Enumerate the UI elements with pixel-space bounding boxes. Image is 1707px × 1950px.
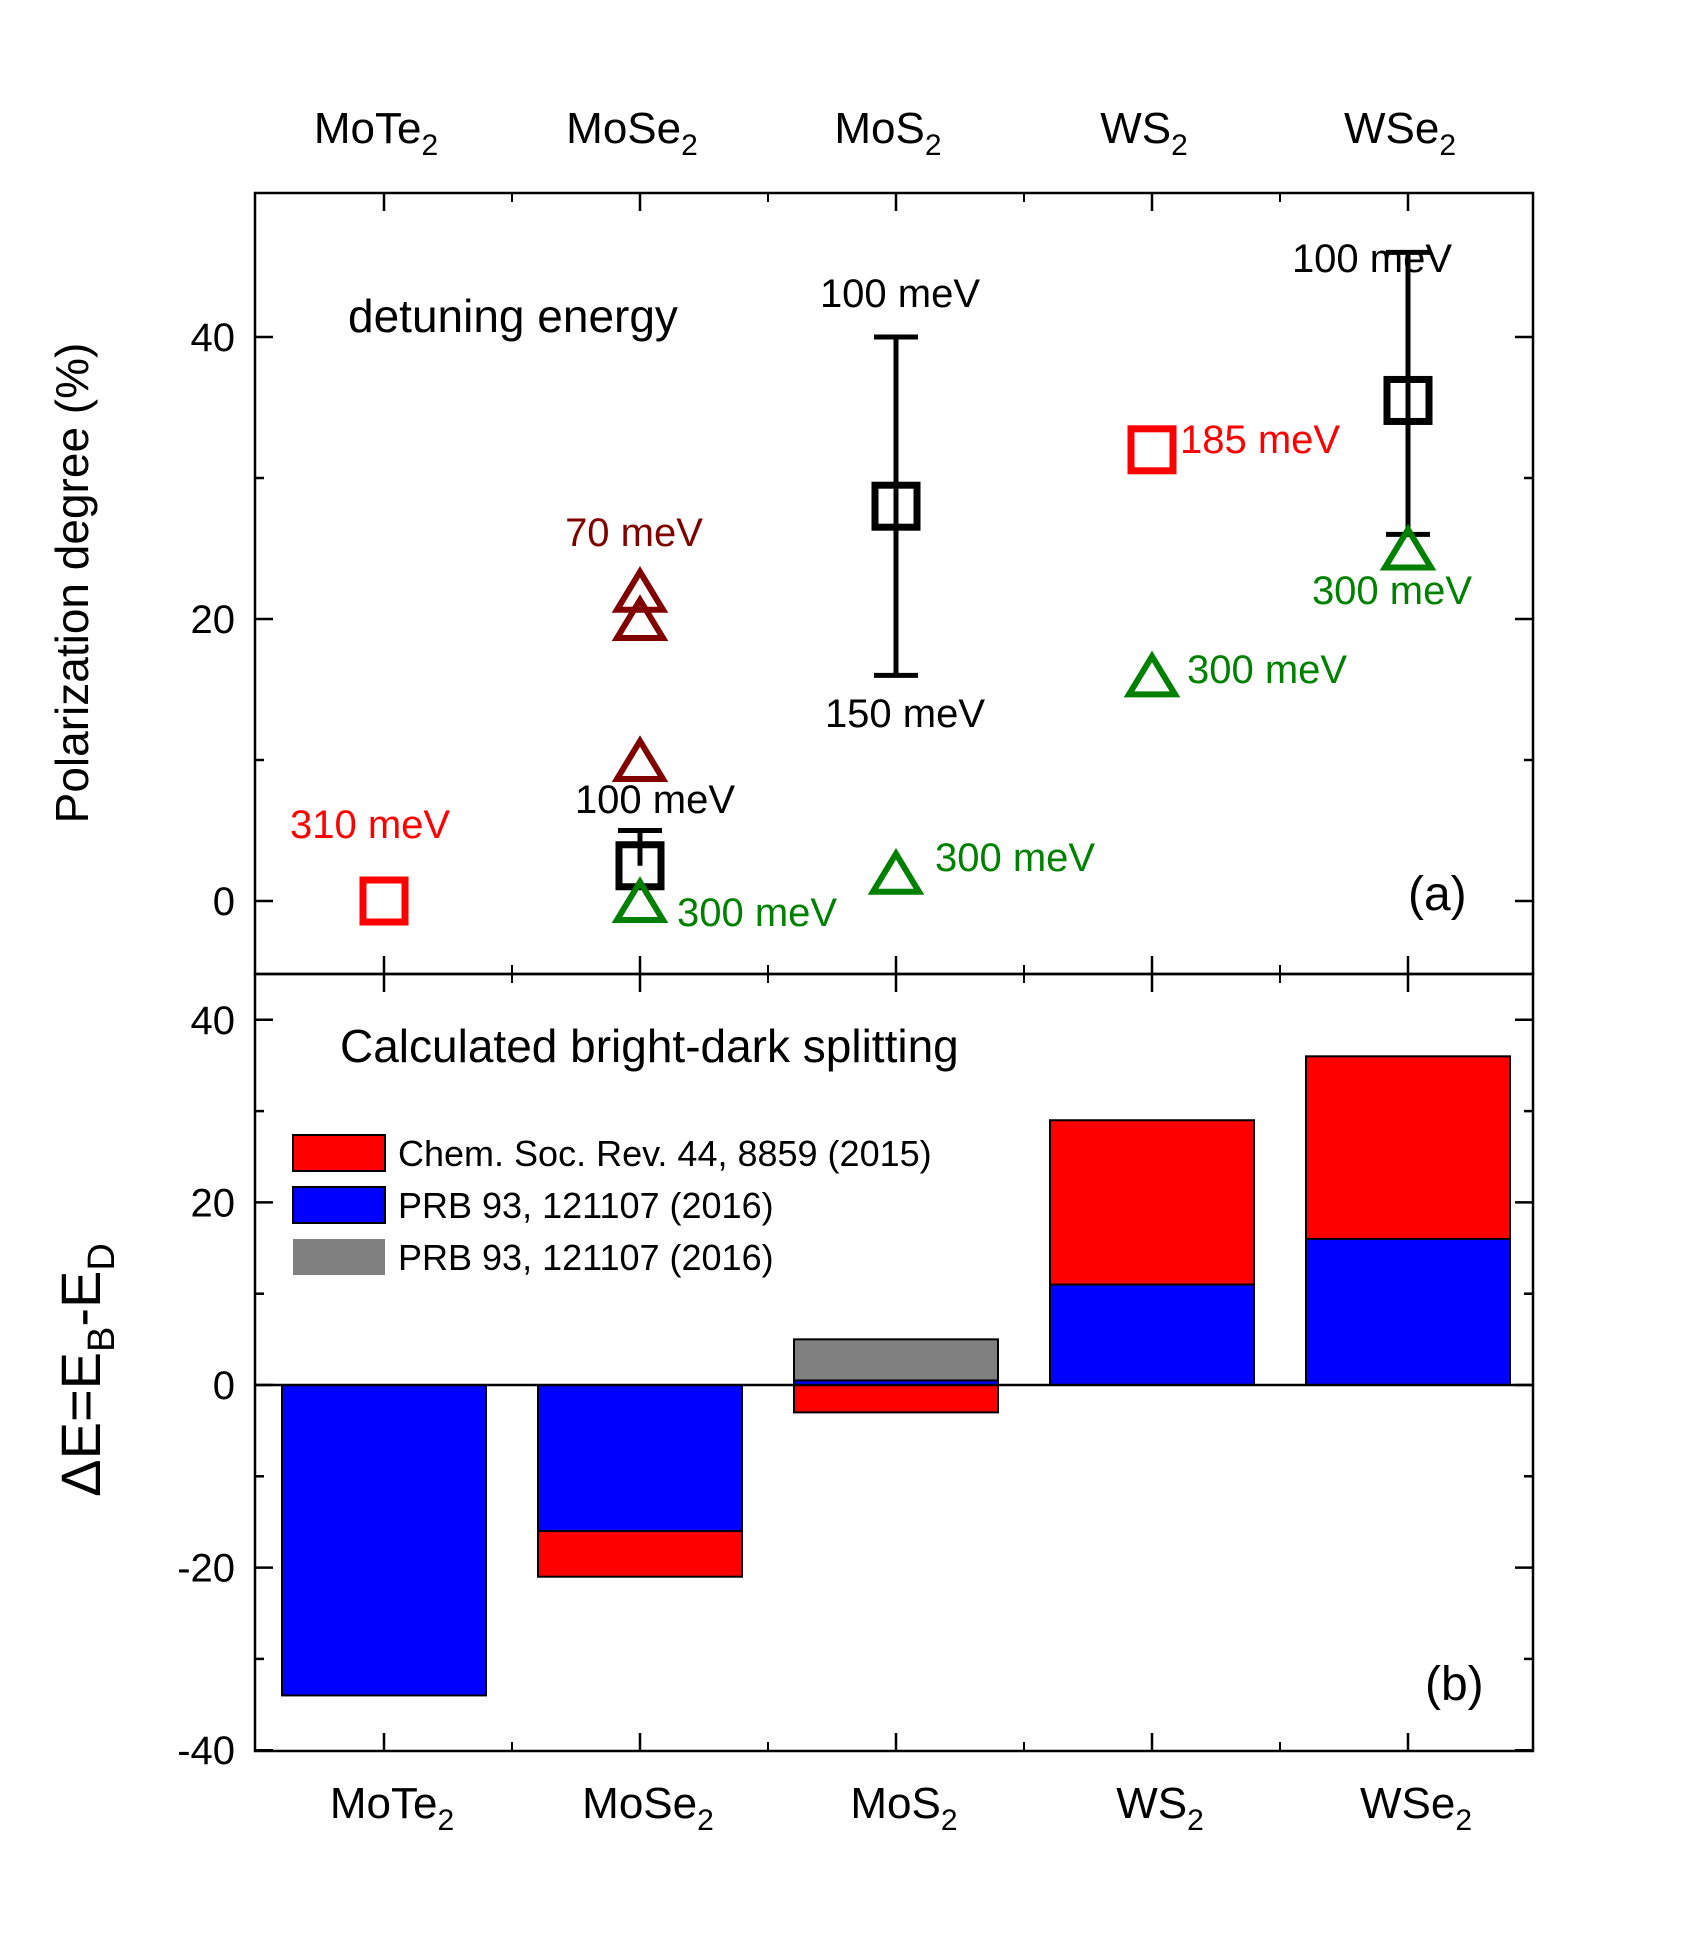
marker-square [1383,375,1433,425]
marker-triangle [867,848,925,895]
x-category-label-bottom: WSe2 [1360,1779,1472,1837]
bar [793,1338,999,1386]
x-category-label-bottom: WS2 [1116,1779,1204,1837]
x-category-label-bottom: MoTe2 [330,1779,454,1837]
x-category-label-bottom: MoSe2 [582,1779,714,1837]
y-axis-label-a: Polarization degree (%) [46,343,98,824]
point-label: 150 meV [825,692,985,736]
bar [1305,1237,1511,1387]
panel-b-label: (b) [1425,1658,1484,1711]
marker-square [359,876,409,926]
y-tick-label: 0 [213,880,235,924]
point-label: 100 meV [575,778,735,822]
point-label: 100 meV [820,272,980,316]
x-category-label-top: WSe2 [1344,104,1456,162]
marker-square [871,481,921,531]
legend-label: Chem. Soc. Rev. 44, 8859 (2015) [398,1133,932,1174]
x-category-label-top: MoTe2 [314,104,438,162]
y-tick-label: 20 [191,598,236,642]
marker-triangle [1379,523,1437,571]
point-label: 310 meV [290,803,450,847]
y-tick-label: -20 [177,1547,235,1591]
point-label: 70 meV [565,511,703,555]
y-tick-label: 20 [191,1181,236,1225]
marker-triangle [611,566,669,613]
legend-swatch [292,1186,386,1224]
point-label: 300 meV [1312,569,1472,613]
y-tick-label: 0 [213,1364,235,1408]
point-label: 300 meV [677,891,837,935]
y-tick-label: 40 [191,316,236,360]
bar [793,1384,999,1414]
marker-triangle [1123,650,1181,698]
point-label: 300 meV [1187,648,1347,692]
legend-label: PRB 93, 121107 (2016) [398,1237,774,1278]
marker-triangle [611,594,669,641]
marker-square [1127,425,1177,475]
marker-triangle [611,876,669,923]
point-label: 100 meV [1292,237,1452,281]
panel-b-title: Calculated bright-dark splitting [340,1020,959,1072]
panel-b-frame [253,972,1535,1753]
x-category-label-bottom: MoS2 [850,1779,957,1837]
bar [537,1384,743,1533]
y-tick-label: 40 [191,999,236,1043]
x-category-label-top: MoS2 [834,104,941,162]
legend-swatch [292,1134,386,1172]
x-category-label-top: WS2 [1100,104,1188,162]
legend-swatch [293,1239,385,1275]
y-axis-label-b: ΔE=EB-ED [49,1243,123,1497]
bar [1049,1283,1255,1386]
marker-triangle [611,735,669,782]
panel-a-label: (a) [1408,868,1467,921]
bar [281,1384,487,1697]
legend-label: PRB 93, 121107 (2016) [398,1185,774,1226]
x-category-label-top: MoSe2 [566,104,698,162]
y-tick-label: -40 [177,1729,235,1773]
point-label: 185 meV [1180,418,1340,462]
point-label: 300 meV [935,836,1095,880]
panel-a-title: detuning energy [348,290,678,342]
